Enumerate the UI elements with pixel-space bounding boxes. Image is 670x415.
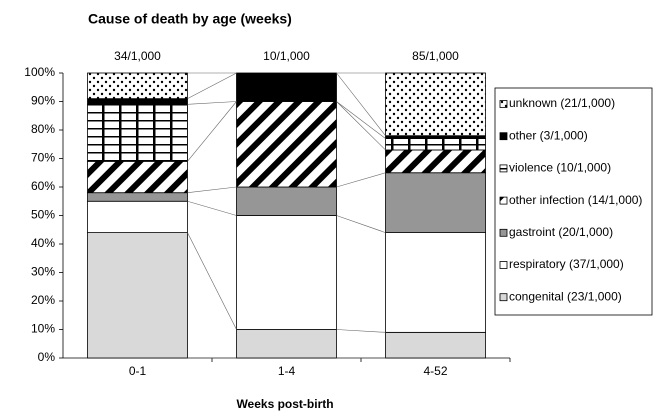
legend-label: other infection (14/1,000) [509,193,642,207]
x-tick-label: 4-52 [423,364,447,378]
y-tick-label: 30% [31,265,55,279]
legend-swatch [499,196,508,205]
x-tick-label: 1-4 [278,364,296,378]
connector-line [187,232,237,330]
y-tick-label: 40% [31,236,55,250]
bar-segment [236,186,337,216]
y-tick-label: 20% [31,293,55,307]
bar-segment [236,101,337,188]
bar-segment [385,72,486,137]
legend-label: congenital (23/1,000) [509,289,622,303]
bar-segment [236,329,337,359]
bar-annotation: 34/1,000 [114,49,161,63]
y-tick-label: 50% [31,208,55,222]
connector-line [336,329,386,333]
x-axis-title: Weeks post-birth [236,397,333,411]
bar-segment [87,192,188,202]
legend-swatch [499,293,508,302]
legend-label: gastroint (20/1,000) [509,225,613,239]
y-tick-label: 80% [31,122,55,136]
chart-title: Cause of death by age (weeks) [88,11,292,27]
connector-line [187,101,237,105]
bar-segment [87,200,188,234]
legend-swatch [499,100,508,108]
bar-segment [236,215,337,330]
legend-label: violence (10/1,000) [509,161,611,175]
legend-swatch [499,261,508,269]
legend-label: respiratory (37/1,000) [509,257,624,271]
connector-line [187,101,237,162]
legend-swatch [499,228,508,237]
bar-segment [236,72,337,102]
connector-line [187,186,237,193]
legend-swatch [499,164,508,173]
bar-segment [385,138,486,151]
x-tick-label: 0-1 [129,364,147,378]
legend-swatch [499,132,508,141]
bar-segment [87,72,188,100]
connector-line [187,72,237,99]
y-tick-label: 0% [38,350,56,364]
y-tick-label: 90% [31,94,55,108]
connector-line [336,172,386,188]
bar-segment [87,160,188,194]
legend-label: unknown (21/1,000) [509,96,615,110]
legend-label: other (3/1,000) [509,128,588,142]
connector-line [336,101,386,151]
connector-line [336,215,386,233]
bar-segment [385,135,486,139]
bar-segment [385,172,486,233]
connector-line [336,72,386,136]
connector-line [336,101,386,139]
y-tick-label: 10% [31,322,55,336]
y-tick-label: 60% [31,179,55,193]
bar-segment [87,98,188,105]
y-tick-label: 70% [31,151,55,165]
bar-segment [87,103,188,162]
legend-box [494,87,653,316]
bar-annotation: 10/1,000 [263,49,310,63]
bar-segment [87,232,188,359]
bar-segment [385,149,486,174]
bar-annotation: 85/1,000 [412,49,459,63]
bar-segment [385,232,486,333]
connector-line [187,200,237,216]
bar-segment [385,331,486,359]
y-tick-label: 100% [24,65,55,79]
